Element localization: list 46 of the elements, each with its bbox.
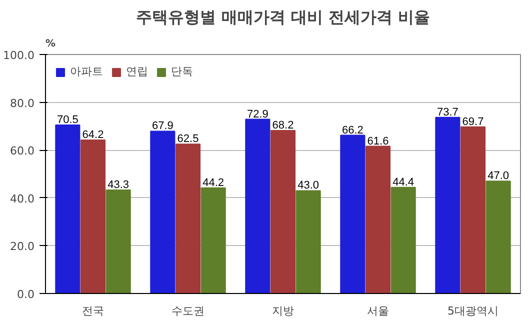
bar [460, 126, 486, 294]
data-label: 44.2 [202, 176, 224, 189]
data-label: 68.2 [272, 120, 294, 132]
y-tick-label: 0.0 [17, 288, 35, 301]
bar [150, 130, 176, 294]
y-tick-label: 20.0 [10, 240, 35, 254]
x-tick-label: 지방 [272, 304, 294, 318]
legend-label: 단독 [171, 64, 193, 79]
data-label: 70.5 [56, 114, 78, 126]
data-label: 73.7 [436, 106, 458, 118]
x-tick-label: 수도권 [172, 304, 204, 318]
data-label: 43.3 [108, 179, 130, 192]
bar [270, 130, 296, 294]
data-label: 66.2 [342, 124, 364, 136]
legend-label: 아파트 [70, 64, 103, 79]
bar [80, 140, 106, 294]
y-tick-label: 40.0 [10, 192, 35, 206]
x-tick-label: 5대광역시 [448, 304, 498, 318]
bar [365, 146, 391, 294]
data-label: 47.0 [488, 170, 510, 182]
data-label: 69.7 [462, 116, 484, 128]
bar [175, 144, 201, 294]
bar [245, 118, 270, 294]
data-label: 62.5 [177, 133, 199, 146]
x-tick-label: 서울 [367, 304, 389, 318]
bar [106, 190, 131, 294]
x-tick-label: 전국 [82, 304, 104, 318]
bar [340, 134, 366, 294]
y-tick-label: 60.0 [10, 144, 35, 158]
data-label: 67.9 [152, 120, 174, 132]
bar [486, 180, 511, 294]
bar [390, 186, 416, 294]
data-label: 64.2 [82, 129, 104, 142]
bar [200, 187, 226, 294]
bar [296, 190, 321, 294]
y-tick-label: 80.0 [10, 96, 35, 110]
data-label: 44.4 [392, 176, 414, 188]
bar [55, 124, 80, 294]
y-axis-title: % [46, 38, 56, 50]
y-tick-label: 100.0 [3, 49, 35, 62]
legend-label: 연립 [126, 64, 148, 79]
data-label: 43.0 [298, 180, 320, 192]
bar [435, 116, 460, 294]
data-label: 72.9 [246, 108, 268, 120]
data-label: 61.6 [367, 135, 389, 148]
chart-title: 주택유형별 매매가격 대비 전세가격 비율 [136, 8, 430, 26]
